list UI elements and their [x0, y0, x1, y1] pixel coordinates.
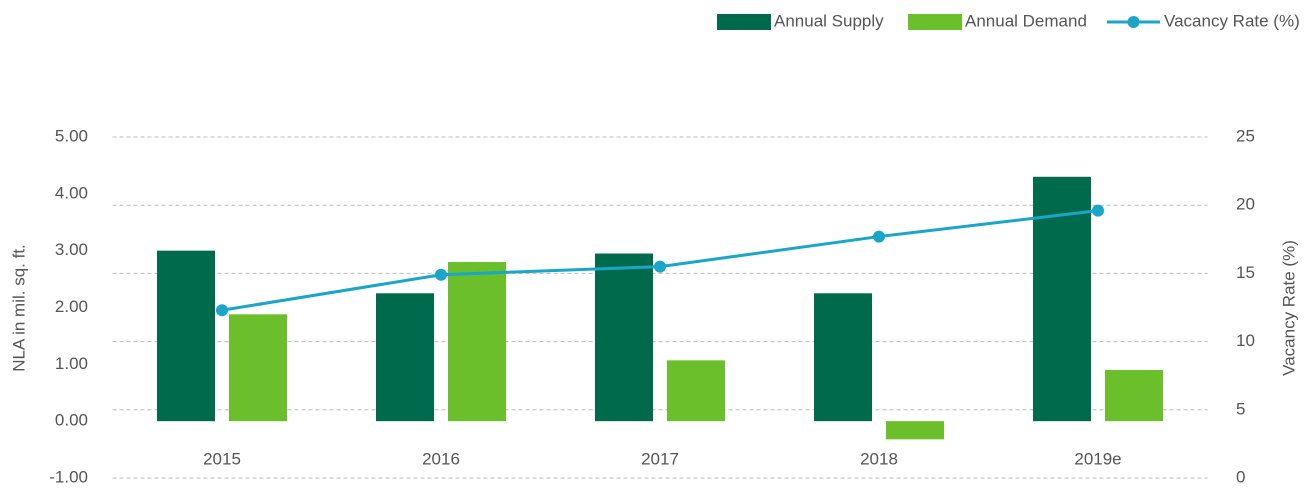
bar — [1105, 370, 1163, 422]
legend-label: Annual Demand — [965, 11, 1087, 30]
y2-tick-label: 10 — [1236, 331, 1255, 350]
bar — [667, 360, 725, 422]
y-tick-label: -1.00 — [49, 467, 88, 486]
x-tick-label: 2018 — [860, 449, 898, 468]
bar — [595, 253, 653, 422]
y2-tick-label: 20 — [1236, 195, 1255, 214]
line-point — [435, 268, 447, 281]
x-tick-label: 2016 — [422, 449, 460, 468]
bar — [448, 262, 506, 422]
y2-tick-label: 15 — [1236, 263, 1255, 282]
y2-tick-label: 5 — [1236, 399, 1245, 418]
line-point — [1092, 204, 1104, 217]
x-tick-label: 2015 — [203, 449, 241, 468]
y-tick-label: 2.00 — [55, 297, 88, 316]
y-axis-title: NLA in mil. sq. ft. — [9, 244, 28, 372]
line — [221, 209, 1099, 312]
y-tick-label: 3.00 — [55, 240, 88, 259]
bar — [814, 293, 872, 422]
bar — [229, 314, 287, 422]
line-point — [216, 304, 228, 317]
y2-tick-label: 0 — [1236, 467, 1245, 486]
legend-label: Vacancy Rate (%) — [1164, 11, 1300, 30]
legend-swatch — [717, 14, 771, 30]
y-tick-label: 1.00 — [55, 354, 88, 373]
y2-axis-title: Vacancy Rate (%) — [1279, 240, 1298, 376]
bar — [886, 421, 944, 440]
y-tick-label: 4.00 — [55, 183, 88, 202]
legend-swatch — [908, 14, 962, 30]
legend-label: Annual Supply — [774, 11, 884, 30]
x-tick-label: 2017 — [641, 449, 679, 468]
bar — [157, 250, 215, 422]
x-tick-label: 2019e — [1074, 449, 1121, 468]
y2-tick-label: 25 — [1236, 126, 1255, 145]
y-tick-label: 0.00 — [55, 411, 88, 430]
legend-swatch — [1127, 16, 1140, 28]
line-point — [873, 230, 885, 243]
line-point — [654, 260, 666, 273]
bar — [376, 293, 434, 422]
y-tick-label: 5.00 — [55, 126, 88, 145]
